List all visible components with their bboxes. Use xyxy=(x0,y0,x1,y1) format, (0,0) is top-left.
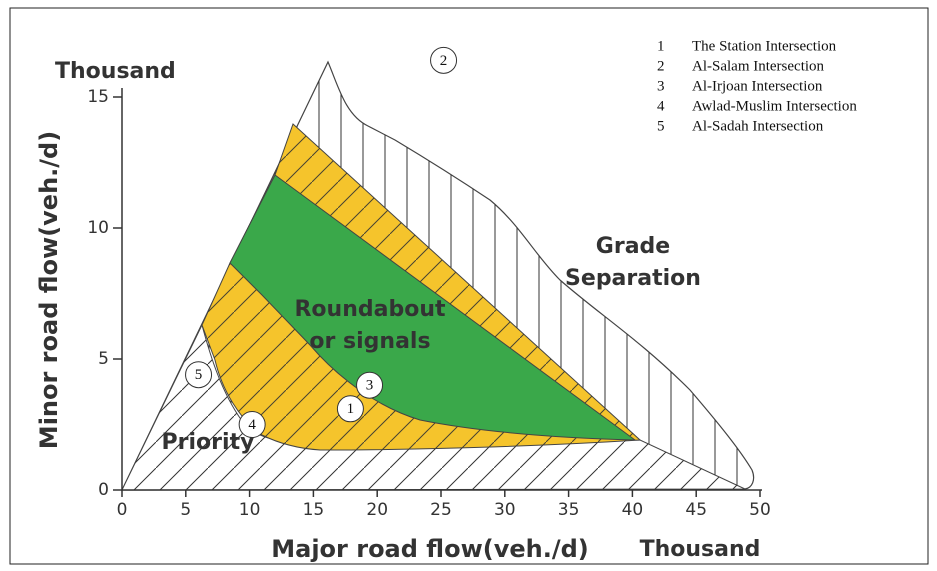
point-marker xyxy=(356,371,384,399)
x-tick-label: 20 xyxy=(366,500,388,520)
legend-name: Awlad-Muslim Intersection xyxy=(692,98,857,114)
legend-name: Al-Irjoan Intersection xyxy=(692,78,823,94)
legend-number: 2 xyxy=(657,58,665,74)
y-tick-label: 5 xyxy=(98,349,109,369)
frame xyxy=(9,7,929,565)
legend-name: Al-Sadah Intersection xyxy=(692,118,824,134)
priority-hatch xyxy=(122,325,745,490)
regions xyxy=(121,60,755,491)
y-unit: Thousand xyxy=(55,59,176,84)
point-label: 5 xyxy=(195,367,203,383)
x-tick-label: 5 xyxy=(180,500,191,520)
point-marker xyxy=(336,395,364,423)
x-tick-label: 15 xyxy=(303,500,325,520)
region-label: Priority xyxy=(162,430,255,455)
legend-name: Al-Salam Intersection xyxy=(692,58,825,74)
point-marker xyxy=(185,361,213,389)
x-tick-label: 25 xyxy=(430,500,452,520)
legend-number: 3 xyxy=(657,78,665,94)
point-marker xyxy=(238,411,266,438)
region-label: Separation xyxy=(565,266,701,291)
x-axis-title: Major road flow(veh./d) xyxy=(271,535,589,563)
roundabout-region xyxy=(229,174,637,441)
x-tick-label: 50 xyxy=(749,500,771,520)
point-label: 1 xyxy=(347,401,355,417)
point-label: 2 xyxy=(440,53,448,69)
x-tick-label: 35 xyxy=(558,500,580,520)
point-marker xyxy=(430,46,458,74)
x-tick-label: 10 xyxy=(239,500,261,520)
y-tick-label: 0 xyxy=(98,480,109,500)
x-tick-label: 0 xyxy=(117,500,128,520)
x-tick-label: 30 xyxy=(494,500,516,520)
legend-name: The Station Intersection xyxy=(692,38,837,54)
y-tick-label: 10 xyxy=(87,218,109,238)
legend-number: 1 xyxy=(657,38,665,54)
x-tick-label: 45 xyxy=(685,500,707,520)
legend-number: 4 xyxy=(657,98,665,114)
legend-number: 5 xyxy=(657,118,665,134)
region-label: Roundabout xyxy=(294,297,445,322)
region-label: Grade xyxy=(596,234,670,259)
point-label: 4 xyxy=(248,417,256,433)
point-label: 3 xyxy=(366,378,374,394)
region-label: or signals xyxy=(309,329,430,354)
x-tick-label: 40 xyxy=(622,500,644,520)
y-axis-title: Minor road flow(veh./d) xyxy=(35,131,63,449)
y-tick-label: 15 xyxy=(87,87,109,107)
x-unit: Thousand xyxy=(640,537,761,562)
